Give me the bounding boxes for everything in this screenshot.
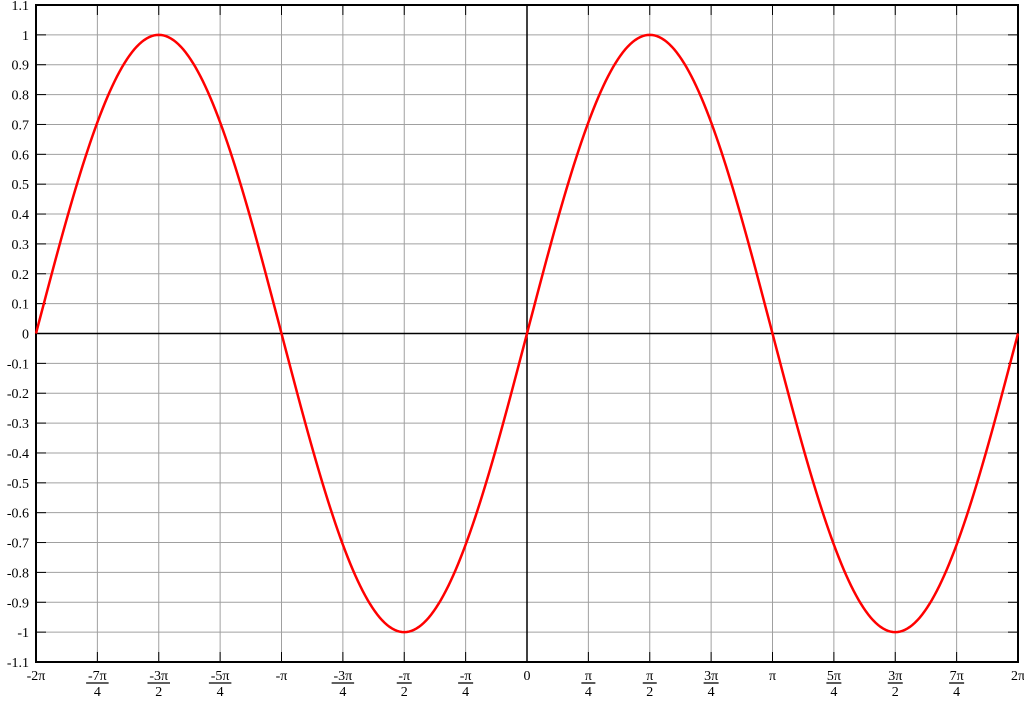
y-tick-label: 0.4 [12, 208, 30, 223]
x-tick-label: -π [276, 669, 288, 684]
y-tick-label: 0.8 [12, 89, 30, 104]
y-tick-label: 1.1 [12, 0, 30, 14]
y-tick-label: 0.6 [12, 148, 30, 163]
x-tick-label-numerator: -π [398, 669, 410, 684]
y-tick-label: 0.5 [12, 178, 30, 193]
x-tick-label-denominator: 2 [401, 685, 408, 698]
x-tick-label-denominator: 4 [708, 685, 715, 698]
y-tick-label: 1 [22, 29, 29, 44]
x-tick-label-denominator: 4 [94, 685, 101, 698]
y-tick-label: -0.6 [7, 507, 29, 522]
y-tick-label: -0.5 [7, 477, 29, 492]
y-tick-label: 0.9 [12, 59, 30, 74]
x-tick-label-denominator: 4 [339, 685, 346, 698]
x-tick-label-numerator: π [646, 669, 653, 684]
y-tick-label: 0.3 [12, 238, 30, 253]
y-tick-label: 0.7 [12, 118, 30, 133]
y-tick-label: -0.8 [7, 566, 29, 581]
x-tick-label-numerator: 3π [888, 669, 902, 684]
y-tick-label: -0.9 [7, 596, 29, 611]
x-tick-label: π [769, 669, 776, 684]
x-tick-label-denominator: 2 [155, 685, 162, 698]
x-tick-label-denominator: 4 [217, 685, 224, 698]
y-tick-label: -0.4 [7, 447, 29, 462]
y-tick-label: -0.2 [7, 387, 29, 402]
series [34, 33, 1020, 634]
x-tick-label-numerator: -7π [88, 669, 107, 684]
x-tick-label-numerator: π [585, 669, 592, 684]
x-tick-label-numerator: -3π [334, 669, 353, 684]
y-tick-label: 0.2 [12, 268, 30, 283]
y-tick-label: -1 [17, 626, 29, 641]
x-tick-label-denominator: 2 [646, 685, 653, 698]
x-tick-label-denominator: 4 [830, 685, 837, 698]
sine-curve [34, 33, 1020, 634]
x-tick-label-numerator: -3π [149, 669, 168, 684]
y-tick-label: 0 [22, 328, 29, 343]
x-tick-label-numerator: 7π [950, 669, 964, 684]
x-tick-label-numerator: -π [460, 669, 472, 684]
x-tick-label-numerator: -5π [211, 669, 230, 684]
y-tick-label: -0.1 [7, 357, 29, 372]
x-tick-label-denominator: 4 [585, 685, 592, 698]
x-tick-label: 0 [524, 669, 531, 684]
y-tick-label: 0.1 [12, 298, 30, 313]
x-tick-label: -2π [27, 669, 46, 684]
y-tick-label: -0.7 [7, 537, 29, 552]
x-tick-label: 2π [1011, 669, 1024, 684]
y-tick-label: -1.1 [7, 656, 29, 671]
x-tick-label-denominator: 2 [892, 685, 899, 698]
x-tick-label-numerator: 5π [827, 669, 841, 684]
x-tick-label-numerator: 3π [704, 669, 718, 684]
x-tick-label-denominator: 4 [953, 685, 960, 698]
y-tick-label: -0.3 [7, 417, 29, 432]
x-tick-label-denominator: 4 [462, 685, 469, 698]
